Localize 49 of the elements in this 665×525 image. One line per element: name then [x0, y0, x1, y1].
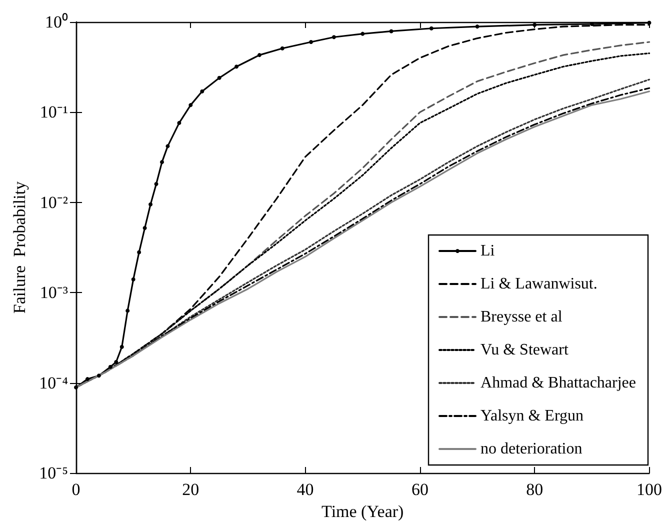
point [74, 385, 78, 390]
point [96, 374, 101, 378]
y-tick-label: 10⁻⁴ [39, 373, 68, 392]
legend-label: Li & Lawanwisut. [480, 276, 598, 292]
x-tick-label: 60 [411, 480, 428, 499]
point [154, 182, 158, 186]
point [360, 32, 365, 36]
point [120, 344, 124, 349]
point [131, 277, 136, 282]
point [188, 103, 193, 108]
x-axis-title: Time (Year) [322, 502, 404, 521]
point [389, 29, 394, 34]
point [280, 46, 284, 50]
point [160, 160, 164, 164]
point [126, 308, 130, 313]
point [217, 76, 222, 80]
y-axis-title: Failure Probability [10, 180, 29, 314]
x-tick-label: 100 [636, 480, 662, 499]
point [647, 20, 652, 25]
point [142, 226, 147, 230]
legend-label: no deterioration [480, 440, 582, 458]
point [234, 64, 239, 69]
legend-label: Vu & Stewart [480, 342, 569, 358]
x-tick-label: 20 [182, 480, 200, 499]
point [309, 40, 314, 44]
legend-label: Breysse et al [480, 308, 563, 326]
point [85, 377, 90, 382]
legend-label: Ahmad & Bhattacharjee [480, 374, 636, 392]
point [166, 144, 170, 148]
x-tick-label: 0 [72, 480, 80, 499]
point [148, 202, 153, 206]
y-tick-label: 10⁻⁵ [39, 464, 68, 482]
point [475, 24, 480, 29]
y-tick-label: 10⁻² [40, 192, 68, 212]
point [114, 360, 118, 364]
point [177, 120, 182, 125]
x-tick-label: 40 [296, 480, 314, 499]
y-tick-label: 10⁻³ [40, 283, 68, 302]
point [257, 53, 262, 58]
point [108, 364, 112, 369]
legend-label: Li [480, 242, 496, 260]
point [332, 35, 336, 40]
y-tick-label: 10⁰ [45, 12, 68, 32]
legend-label: Yalsyn & Ergun [480, 408, 584, 424]
point [200, 89, 204, 94]
point [429, 26, 434, 30]
y-tick-label: 10⁻¹ [40, 102, 68, 122]
x-tick-label: 80 [526, 480, 544, 499]
point [137, 250, 142, 254]
